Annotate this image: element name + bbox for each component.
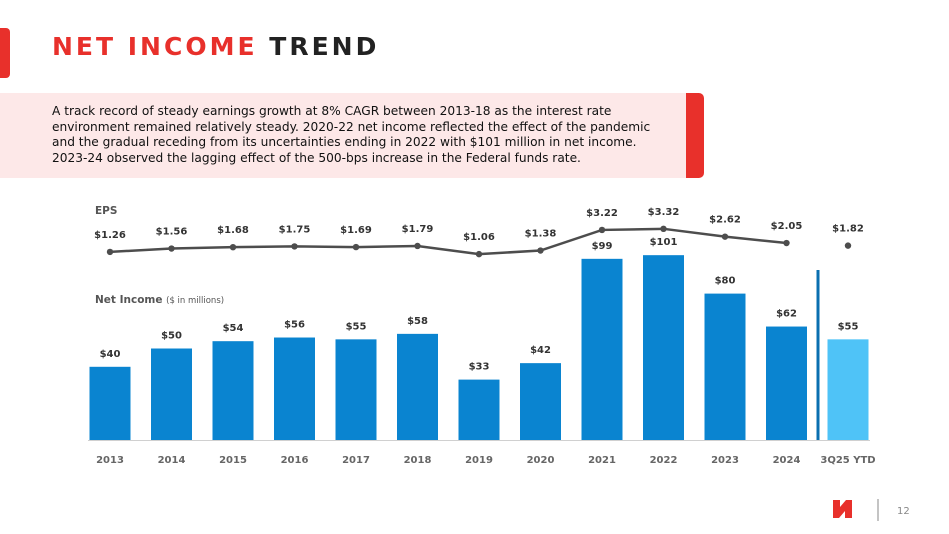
x-tick-label: 2017 [342, 455, 370, 466]
bar-value-label: $55 [346, 321, 367, 332]
bar-value-label: $50 [161, 331, 182, 342]
eps-value-label: $1.75 [279, 224, 311, 235]
bar-value-label: $58 [407, 316, 428, 327]
eps-point [352, 243, 360, 251]
eps-value-label: $1.82 [832, 224, 864, 235]
eps-point [475, 250, 483, 258]
eps-point [721, 233, 729, 240]
eps-point [168, 245, 175, 252]
bar [89, 366, 131, 440]
bar [766, 326, 807, 440]
title-rest: TREND [269, 32, 380, 61]
bar [335, 339, 377, 440]
eps-line [109, 227, 787, 256]
bar-value-label: $101 [650, 237, 678, 248]
bar [212, 341, 254, 440]
x-tick-label: 3Q25 YTD [820, 455, 875, 466]
bar [643, 255, 684, 440]
bar [704, 293, 746, 440]
bar-value-label: $80 [715, 276, 736, 287]
eps-value-label: $1.69 [340, 225, 372, 236]
eps-point [229, 243, 237, 251]
eps-point [537, 247, 544, 254]
bar-value-label: $55 [838, 321, 859, 332]
series-name: Net Income [95, 294, 162, 306]
eps-value-label: $1.06 [463, 232, 495, 243]
bar [827, 339, 869, 440]
bar [274, 337, 315, 440]
accent-tab [0, 28, 10, 78]
net-income-label: Net Income ($ in millions) [95, 294, 224, 306]
page-number: 12 [897, 506, 910, 517]
eps-value-label: $1.56 [156, 227, 188, 238]
bar-value-label: $62 [776, 309, 797, 320]
x-tick-label: 2016 [281, 455, 309, 466]
eps-point [598, 226, 606, 234]
bar-value-label: $40 [100, 349, 121, 360]
x-tick-label: 2024 [773, 455, 801, 466]
x-tick-label: 2018 [404, 455, 432, 466]
eps-value-label: $3.22 [586, 208, 618, 219]
bar-value-label: $54 [223, 323, 244, 334]
x-tick-label: 2014 [158, 455, 186, 466]
bar-value-label: $42 [530, 345, 551, 356]
eps-point [106, 248, 114, 256]
eps-value-label: $1.68 [217, 225, 249, 236]
bar-value-label: $56 [284, 320, 305, 331]
eps-value-label: $3.32 [648, 207, 680, 218]
eps-value-label: $2.05 [771, 221, 803, 232]
eps-value-label: $1.79 [402, 224, 434, 235]
bar [151, 348, 192, 440]
eps-value-label: $2.62 [709, 215, 741, 226]
x-tick-label: 2021 [588, 455, 616, 466]
x-tick-label: 2022 [650, 455, 678, 466]
eps-value-label: $1.26 [94, 230, 126, 241]
eps-point [414, 242, 421, 250]
bar [397, 333, 438, 440]
bar [581, 258, 623, 440]
title-highlight: NET INCOME [52, 32, 258, 61]
x-tick-label: 2023 [711, 455, 739, 466]
bar [520, 363, 561, 440]
callout-accent [686, 93, 704, 178]
eps-value-label: $1.38 [525, 229, 557, 240]
x-tick-label: 2019 [465, 455, 493, 466]
eps-point [291, 243, 298, 250]
bar [458, 379, 500, 440]
x-tick-label: 2020 [527, 455, 555, 466]
eps-label: EPS [95, 205, 117, 217]
callout-text: A track record of steady earnings growth… [52, 104, 651, 165]
eps-point [660, 225, 667, 233]
x-tick-label: 2013 [96, 455, 124, 466]
x-tick-label: 2015 [219, 455, 247, 466]
slide-title: NET INCOME TREND [52, 32, 379, 61]
bar-value-label: $99 [592, 241, 613, 252]
eps-point [844, 242, 852, 249]
callout-box: A track record of steady earnings growth… [0, 93, 690, 178]
bar-value-label: $33 [469, 362, 490, 373]
eps-point [783, 239, 790, 247]
logo [833, 500, 852, 518]
unit-note: ($ in millions) [166, 296, 224, 306]
